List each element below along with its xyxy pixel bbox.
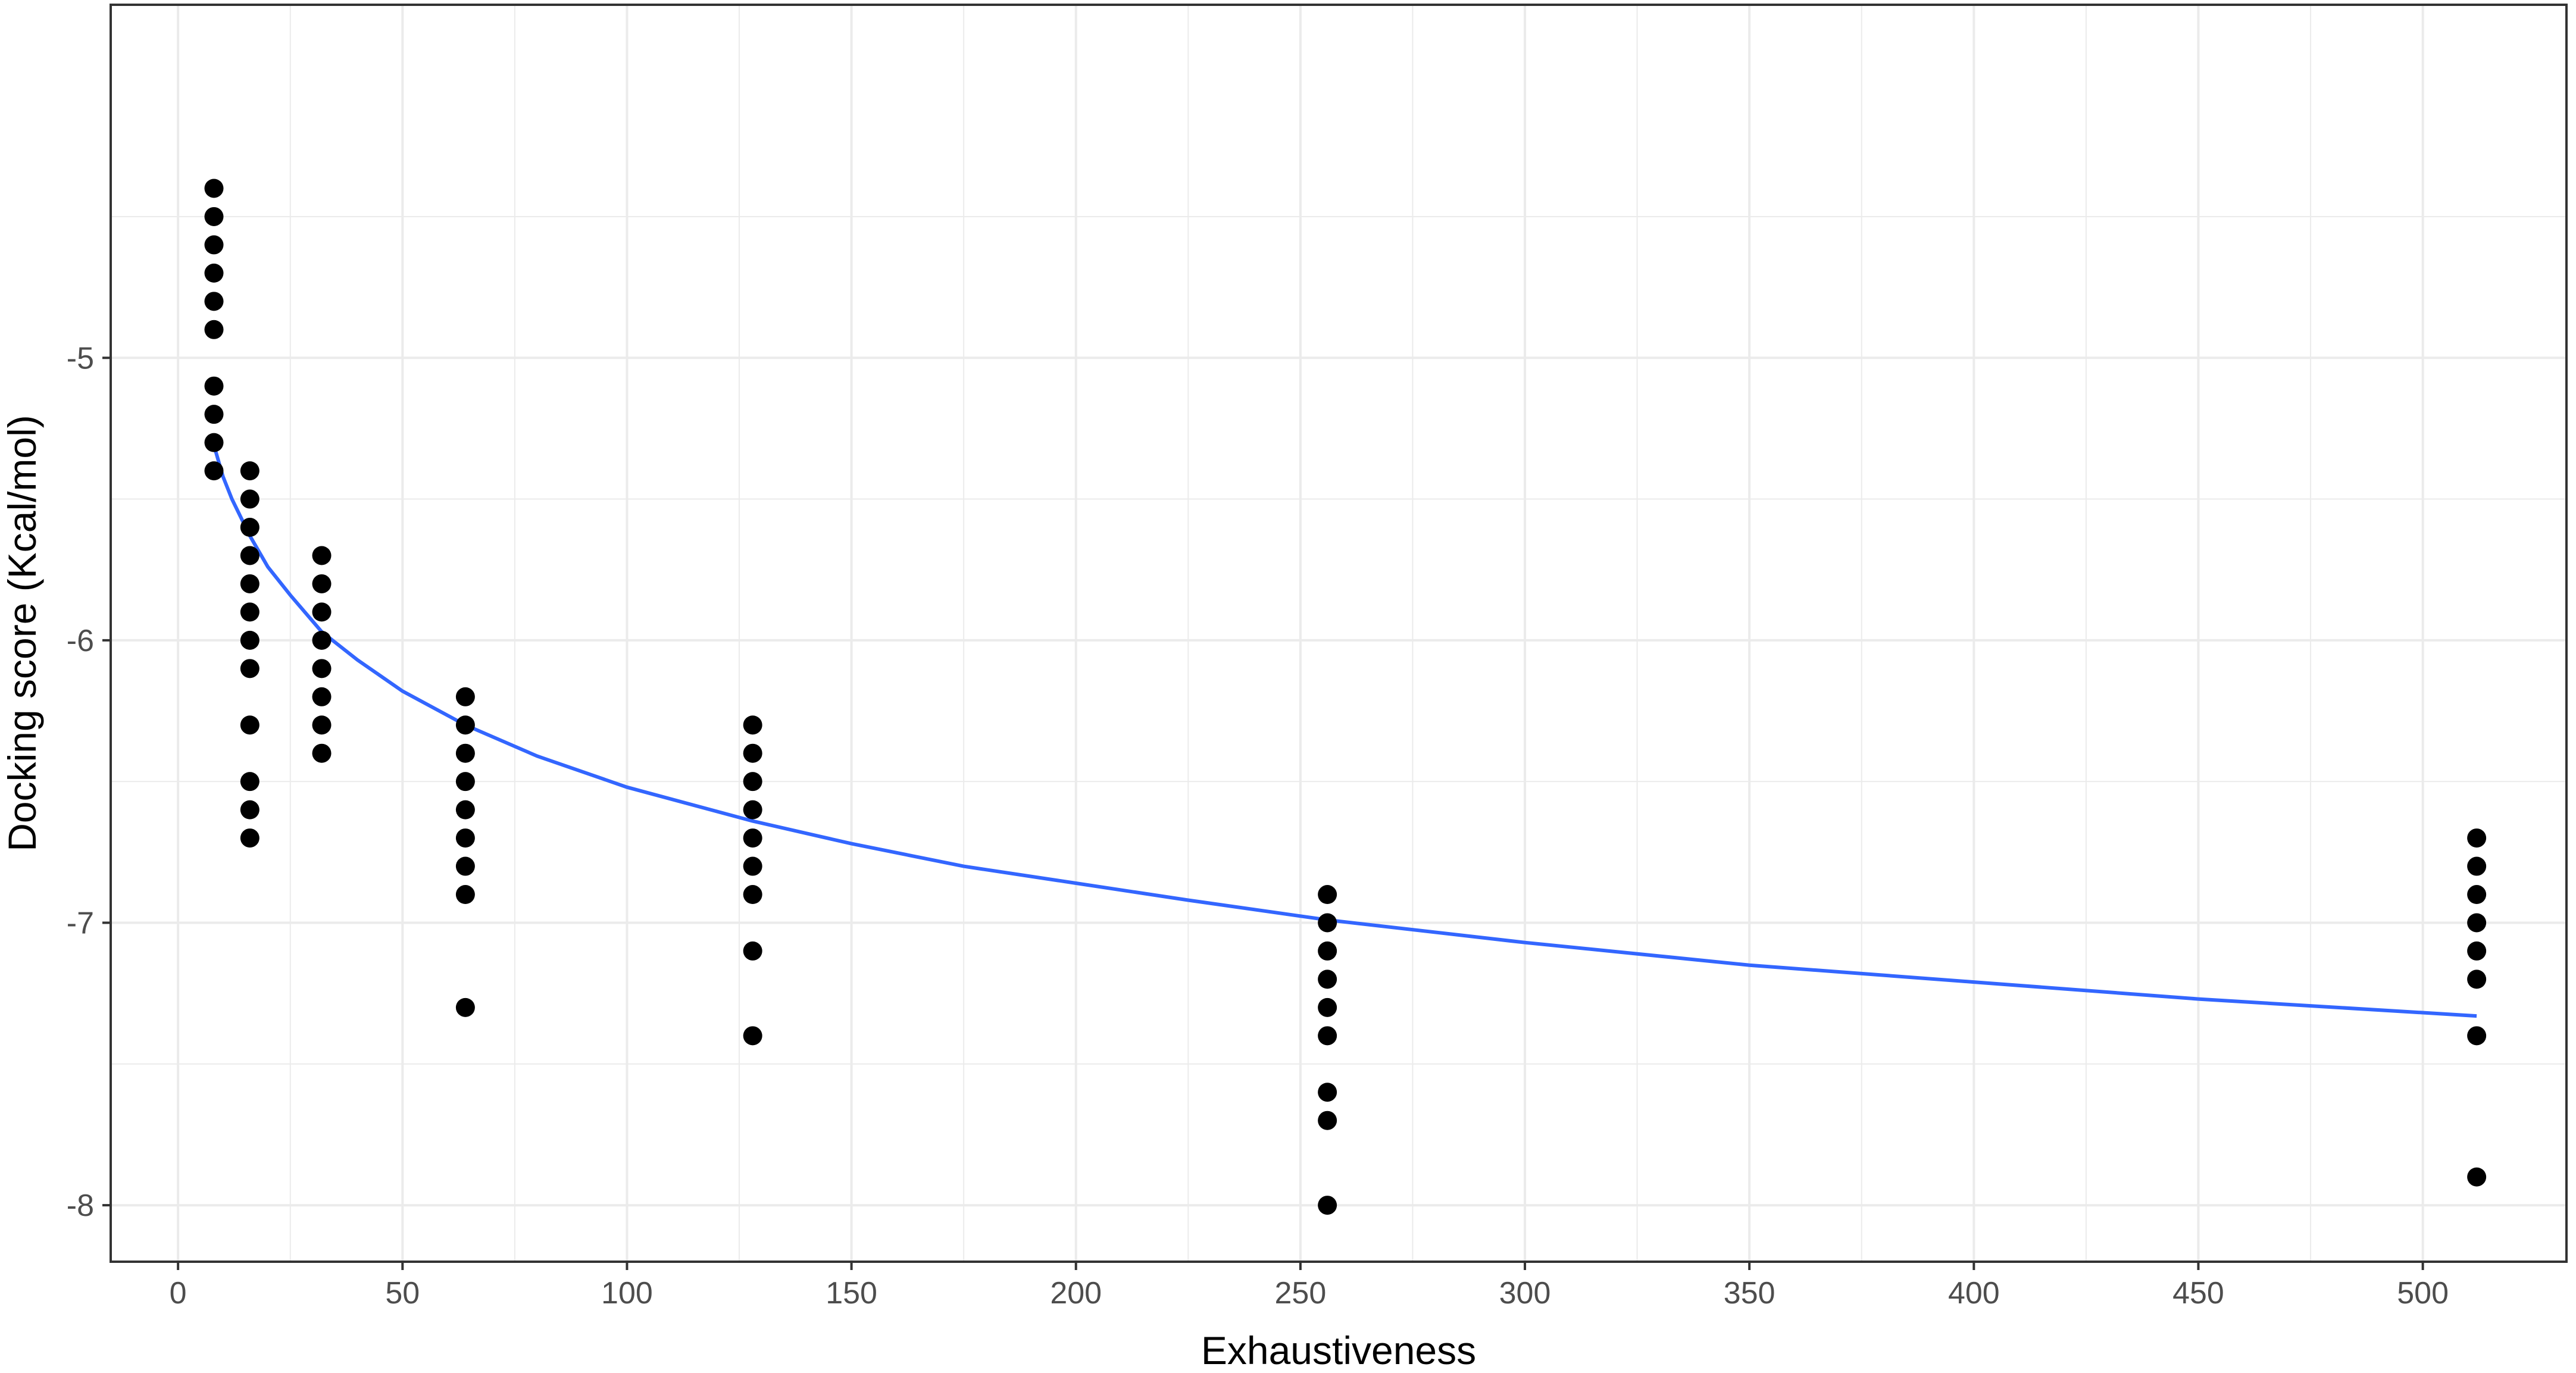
y-tick-label: -7 — [67, 906, 94, 940]
x-tick-label: 350 — [1724, 1276, 1775, 1311]
data-point — [204, 263, 224, 283]
panel-border — [110, 4, 2568, 1263]
data-point — [2467, 1026, 2487, 1046]
data-point — [204, 235, 224, 255]
data-point — [1318, 1196, 1337, 1215]
data-point — [204, 461, 224, 481]
data-point — [240, 828, 260, 848]
x-tick-label: 250 — [1275, 1276, 1327, 1311]
x-axis-title: Exhaustiveness — [1201, 1328, 1476, 1372]
y-tick-label: -6 — [67, 624, 94, 658]
data-point — [2467, 856, 2487, 876]
data-point — [312, 546, 332, 565]
y-axis: -8 -7 -6 -5 — [67, 341, 111, 1223]
data-point — [455, 687, 475, 706]
data-point — [743, 715, 762, 735]
x-axis: 0 50 100 150 200 250 300 350 400 450 500 — [170, 1262, 2449, 1311]
data-point — [240, 461, 260, 481]
data-point — [240, 659, 260, 678]
y-axis-title: Docking score (Kcal/mol) — [0, 415, 44, 852]
data-point — [1318, 1083, 1337, 1102]
x-tick-label: 150 — [826, 1276, 877, 1311]
data-point — [240, 715, 260, 735]
data-point — [312, 659, 332, 678]
data-point — [2467, 828, 2487, 848]
data-point — [1318, 941, 1337, 961]
data-point — [2467, 969, 2487, 989]
data-point — [743, 941, 762, 961]
data-point — [455, 715, 475, 735]
data-point — [2467, 913, 2487, 933]
data-point — [204, 179, 224, 198]
data-point — [743, 800, 762, 820]
data-point — [2467, 1167, 2487, 1187]
data-point — [2467, 941, 2487, 961]
data-point — [455, 772, 475, 792]
x-tick-label: 0 — [170, 1276, 187, 1311]
data-point — [743, 828, 762, 848]
data-point — [2467, 885, 2487, 905]
data-point — [1318, 997, 1337, 1017]
data-point — [455, 828, 475, 848]
data-point — [240, 602, 260, 622]
data-point — [204, 405, 224, 424]
data-point — [312, 743, 332, 763]
data-point — [240, 518, 260, 537]
data-point — [1318, 913, 1337, 933]
data-point — [240, 630, 260, 650]
data-point — [455, 997, 475, 1017]
data-point — [240, 772, 260, 792]
data-point — [312, 602, 332, 622]
data-point — [204, 433, 224, 452]
y-tick-label: -5 — [67, 341, 94, 376]
data-point — [312, 630, 332, 650]
data-point — [1318, 885, 1337, 905]
data-point — [455, 885, 475, 905]
trend-line-layer — [212, 445, 2477, 1018]
x-tick-label: 400 — [1948, 1276, 2000, 1311]
data-point — [204, 320, 224, 339]
data-point — [204, 376, 224, 396]
trend-line — [212, 445, 2477, 1018]
data-point — [312, 715, 332, 735]
data-point — [455, 856, 475, 876]
data-point — [240, 546, 260, 565]
data-point — [743, 1026, 762, 1046]
x-tick-label: 450 — [2172, 1276, 2224, 1311]
x-tick-label: 300 — [1499, 1276, 1551, 1311]
x-tick-label: 500 — [2397, 1276, 2449, 1311]
data-point — [743, 856, 762, 876]
data-point — [240, 574, 260, 593]
data-point — [743, 885, 762, 905]
data-point — [1318, 1111, 1337, 1130]
y-tick-label: -8 — [67, 1189, 94, 1223]
data-point — [312, 574, 332, 593]
data-points-layer — [204, 179, 2487, 1215]
data-point — [1318, 969, 1337, 989]
data-point — [1318, 1026, 1337, 1046]
data-point — [455, 743, 475, 763]
data-point — [204, 292, 224, 311]
data-point — [240, 800, 260, 820]
data-point — [204, 207, 224, 226]
x-tick-label: 50 — [385, 1276, 420, 1311]
data-point — [743, 743, 762, 763]
grid-lines — [111, 5, 2566, 1262]
x-tick-label: 100 — [601, 1276, 653, 1311]
data-point — [312, 687, 332, 706]
x-tick-label: 200 — [1050, 1276, 1102, 1311]
data-point — [240, 489, 260, 509]
data-point — [743, 772, 762, 792]
data-point — [455, 800, 475, 820]
